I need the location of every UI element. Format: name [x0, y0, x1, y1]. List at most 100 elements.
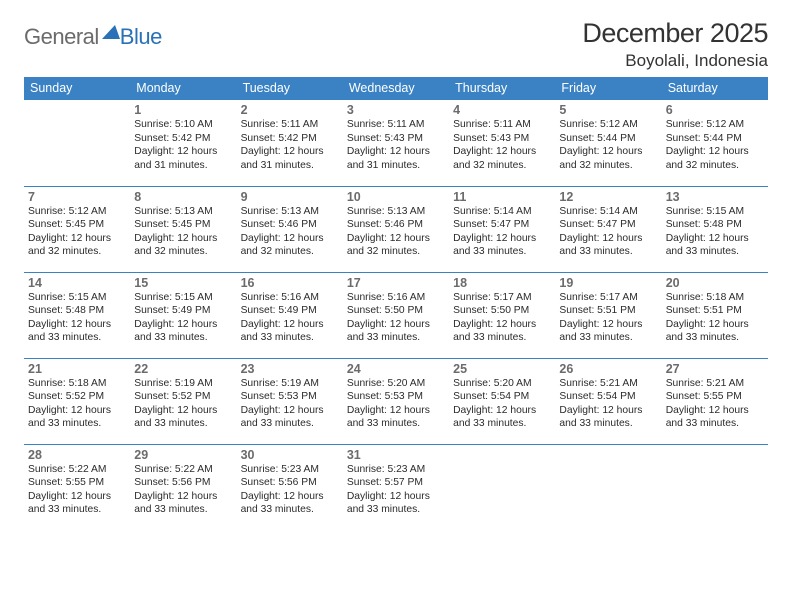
calendar-day-cell: 2Sunrise: 5:11 AMSunset: 5:42 PMDaylight… [237, 100, 343, 186]
calendar-week-row: 14Sunrise: 5:15 AMSunset: 5:48 PMDayligh… [24, 272, 768, 358]
sunset-text: Sunset: 5:43 PM [347, 132, 445, 146]
day-info: Sunrise: 5:13 AMSunset: 5:46 PMDaylight:… [347, 205, 445, 259]
daylight-text-1: Daylight: 12 hours [666, 232, 764, 246]
day-number: 11 [453, 190, 551, 204]
weekday-header: Saturday [662, 77, 768, 100]
sunrise-text: Sunrise: 5:12 AM [28, 205, 126, 219]
calendar-day-cell: 18Sunrise: 5:17 AMSunset: 5:50 PMDayligh… [449, 272, 555, 358]
sunrise-text: Sunrise: 5:20 AM [347, 377, 445, 391]
daylight-text-1: Daylight: 12 hours [666, 145, 764, 159]
sunset-text: Sunset: 5:47 PM [453, 218, 551, 232]
calendar-day-cell: 6Sunrise: 5:12 AMSunset: 5:44 PMDaylight… [662, 100, 768, 186]
daylight-text-2: and 31 minutes. [347, 159, 445, 173]
sunrise-text: Sunrise: 5:17 AM [453, 291, 551, 305]
sunset-text: Sunset: 5:49 PM [134, 304, 232, 318]
day-info: Sunrise: 5:11 AMSunset: 5:43 PMDaylight:… [453, 118, 551, 172]
calendar-empty-cell [662, 444, 768, 530]
calendar-day-cell: 27Sunrise: 5:21 AMSunset: 5:55 PMDayligh… [662, 358, 768, 444]
day-info: Sunrise: 5:12 AMSunset: 5:44 PMDaylight:… [666, 118, 764, 172]
logo-triangle-icon [102, 25, 120, 44]
day-number: 24 [347, 362, 445, 376]
logo-blue-wrap: Blue [101, 24, 162, 50]
weekday-header: Sunday [24, 77, 130, 100]
calendar-day-cell: 25Sunrise: 5:20 AMSunset: 5:54 PMDayligh… [449, 358, 555, 444]
daylight-text-1: Daylight: 12 hours [241, 145, 339, 159]
daylight-text-1: Daylight: 12 hours [453, 232, 551, 246]
day-info: Sunrise: 5:10 AMSunset: 5:42 PMDaylight:… [134, 118, 232, 172]
calendar-day-cell: 15Sunrise: 5:15 AMSunset: 5:49 PMDayligh… [130, 272, 236, 358]
sunrise-text: Sunrise: 5:21 AM [666, 377, 764, 391]
day-info: Sunrise: 5:12 AMSunset: 5:44 PMDaylight:… [559, 118, 657, 172]
day-number: 31 [347, 448, 445, 462]
day-info: Sunrise: 5:18 AMSunset: 5:51 PMDaylight:… [666, 291, 764, 345]
daylight-text-2: and 33 minutes. [559, 417, 657, 431]
daylight-text-1: Daylight: 12 hours [28, 232, 126, 246]
sunset-text: Sunset: 5:43 PM [453, 132, 551, 146]
day-info: Sunrise: 5:17 AMSunset: 5:50 PMDaylight:… [453, 291, 551, 345]
daylight-text-2: and 33 minutes. [347, 417, 445, 431]
day-number: 22 [134, 362, 232, 376]
sunrise-text: Sunrise: 5:13 AM [241, 205, 339, 219]
daylight-text-2: and 31 minutes. [241, 159, 339, 173]
location: Boyolali, Indonesia [582, 51, 768, 71]
sunrise-text: Sunrise: 5:14 AM [559, 205, 657, 219]
day-info: Sunrise: 5:15 AMSunset: 5:48 PMDaylight:… [666, 205, 764, 259]
calendar-day-cell: 9Sunrise: 5:13 AMSunset: 5:46 PMDaylight… [237, 186, 343, 272]
sunset-text: Sunset: 5:50 PM [453, 304, 551, 318]
calendar-head: SundayMondayTuesdayWednesdayThursdayFrid… [24, 77, 768, 100]
calendar-day-cell: 31Sunrise: 5:23 AMSunset: 5:57 PMDayligh… [343, 444, 449, 530]
day-info: Sunrise: 5:17 AMSunset: 5:51 PMDaylight:… [559, 291, 657, 345]
sunrise-text: Sunrise: 5:21 AM [559, 377, 657, 391]
daylight-text-2: and 33 minutes. [559, 245, 657, 259]
weekday-header: Friday [555, 77, 661, 100]
sunset-text: Sunset: 5:46 PM [347, 218, 445, 232]
sunrise-text: Sunrise: 5:16 AM [347, 291, 445, 305]
daylight-text-2: and 33 minutes. [28, 331, 126, 345]
weekday-header: Wednesday [343, 77, 449, 100]
sunset-text: Sunset: 5:48 PM [666, 218, 764, 232]
daylight-text-1: Daylight: 12 hours [453, 318, 551, 332]
month-title: December 2025 [582, 18, 768, 49]
day-number: 12 [559, 190, 657, 204]
daylight-text-1: Daylight: 12 hours [241, 232, 339, 246]
daylight-text-1: Daylight: 12 hours [559, 404, 657, 418]
sunset-text: Sunset: 5:48 PM [28, 304, 126, 318]
sunset-text: Sunset: 5:55 PM [666, 390, 764, 404]
sunrise-text: Sunrise: 5:15 AM [666, 205, 764, 219]
daylight-text-2: and 33 minutes. [241, 503, 339, 517]
logo: General Blue [24, 18, 162, 50]
calendar-day-cell: 16Sunrise: 5:16 AMSunset: 5:49 PMDayligh… [237, 272, 343, 358]
calendar-day-cell: 3Sunrise: 5:11 AMSunset: 5:43 PMDaylight… [343, 100, 449, 186]
calendar-day-cell: 30Sunrise: 5:23 AMSunset: 5:56 PMDayligh… [237, 444, 343, 530]
sunset-text: Sunset: 5:44 PM [666, 132, 764, 146]
daylight-text-2: and 33 minutes. [347, 331, 445, 345]
daylight-text-2: and 33 minutes. [134, 417, 232, 431]
calendar-week-row: 1Sunrise: 5:10 AMSunset: 5:42 PMDaylight… [24, 100, 768, 186]
sunset-text: Sunset: 5:53 PM [347, 390, 445, 404]
day-info: Sunrise: 5:14 AMSunset: 5:47 PMDaylight:… [453, 205, 551, 259]
sunset-text: Sunset: 5:42 PM [134, 132, 232, 146]
sunset-text: Sunset: 5:45 PM [28, 218, 126, 232]
daylight-text-2: and 32 minutes. [559, 159, 657, 173]
daylight-text-2: and 33 minutes. [241, 417, 339, 431]
daylight-text-1: Daylight: 12 hours [241, 318, 339, 332]
daylight-text-1: Daylight: 12 hours [559, 145, 657, 159]
sunset-text: Sunset: 5:57 PM [347, 476, 445, 490]
daylight-text-1: Daylight: 12 hours [241, 404, 339, 418]
calendar-empty-cell [555, 444, 661, 530]
calendar-day-cell: 8Sunrise: 5:13 AMSunset: 5:45 PMDaylight… [130, 186, 236, 272]
sunset-text: Sunset: 5:52 PM [28, 390, 126, 404]
sunrise-text: Sunrise: 5:16 AM [241, 291, 339, 305]
day-info: Sunrise: 5:11 AMSunset: 5:42 PMDaylight:… [241, 118, 339, 172]
day-info: Sunrise: 5:23 AMSunset: 5:57 PMDaylight:… [347, 463, 445, 517]
sunrise-text: Sunrise: 5:10 AM [134, 118, 232, 132]
day-number: 20 [666, 276, 764, 290]
day-info: Sunrise: 5:13 AMSunset: 5:45 PMDaylight:… [134, 205, 232, 259]
weekday-row: SundayMondayTuesdayWednesdayThursdayFrid… [24, 77, 768, 100]
calendar-empty-cell [24, 100, 130, 186]
sunset-text: Sunset: 5:51 PM [559, 304, 657, 318]
day-info: Sunrise: 5:13 AMSunset: 5:46 PMDaylight:… [241, 205, 339, 259]
sunrise-text: Sunrise: 5:22 AM [134, 463, 232, 477]
daylight-text-1: Daylight: 12 hours [134, 145, 232, 159]
day-number: 14 [28, 276, 126, 290]
